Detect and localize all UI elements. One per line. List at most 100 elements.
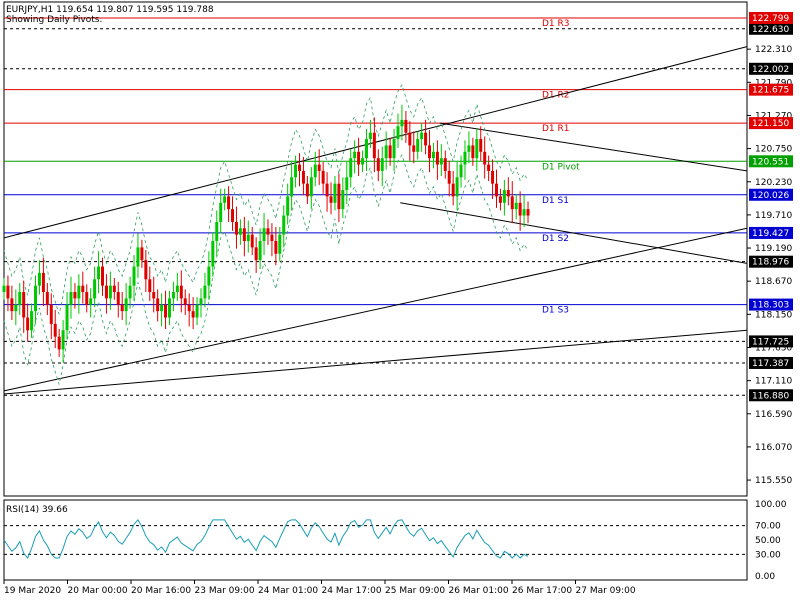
dashed-level-price: 117.725 bbox=[752, 337, 789, 347]
candle-body bbox=[175, 285, 179, 293]
candle-body bbox=[431, 151, 435, 159]
candle-body bbox=[234, 221, 238, 235]
candle-body bbox=[274, 241, 278, 254]
candle-body bbox=[463, 151, 467, 165]
candle-body bbox=[242, 228, 246, 242]
price-axis-label: 115.550 bbox=[755, 476, 792, 486]
dashed-level-price-box bbox=[749, 356, 793, 369]
candle-body bbox=[435, 151, 439, 165]
dashed-level-price: 117.387 bbox=[752, 359, 789, 369]
candle-body bbox=[408, 132, 412, 146]
candle-body bbox=[231, 209, 235, 222]
candle-body bbox=[85, 292, 89, 305]
candle-body bbox=[479, 139, 483, 152]
candle-body bbox=[101, 266, 104, 286]
dashed-level-price-box bbox=[749, 335, 793, 348]
price-axis-label: 116.590 bbox=[755, 410, 792, 420]
price-axis-label: 120.230 bbox=[755, 178, 792, 188]
candle-body bbox=[6, 285, 10, 299]
candle-body bbox=[412, 145, 416, 152]
time-axis-label: 20 Mar 16:00 bbox=[131, 586, 191, 596]
candle-body bbox=[164, 304, 168, 318]
price-axis-label: 120.750 bbox=[755, 145, 792, 155]
candle-body bbox=[368, 132, 372, 140]
candle-body bbox=[250, 234, 254, 248]
candle-body bbox=[18, 292, 22, 305]
pivot-level-label: D1 S3 bbox=[542, 306, 569, 316]
pivot-price: 122.799 bbox=[752, 14, 789, 24]
candle-body bbox=[514, 202, 518, 210]
candle-body bbox=[45, 292, 49, 305]
pivot-price: 121.150 bbox=[752, 119, 789, 129]
candle-body bbox=[321, 170, 325, 184]
trendline bbox=[3, 227, 748, 392]
candle-body bbox=[152, 292, 156, 299]
rsi-axis-label: 50.00 bbox=[755, 536, 781, 546]
candle-body bbox=[258, 241, 262, 261]
candle-body bbox=[345, 177, 349, 191]
candle-body bbox=[108, 285, 112, 299]
rsi-axis-label: 0.00 bbox=[755, 572, 775, 582]
dashed-level-price-box bbox=[749, 22, 793, 35]
candle-body bbox=[104, 285, 108, 299]
candle-body bbox=[329, 196, 333, 203]
candle-body bbox=[37, 272, 41, 286]
candle-body bbox=[317, 164, 321, 171]
candle-body bbox=[396, 126, 400, 140]
candle-body bbox=[195, 304, 199, 318]
candle-body bbox=[471, 145, 475, 159]
candle-body bbox=[420, 132, 424, 140]
candle-body bbox=[219, 202, 223, 222]
candle-body bbox=[495, 183, 498, 197]
candle-body bbox=[211, 241, 215, 267]
candle-body bbox=[475, 139, 479, 159]
candle-body bbox=[26, 317, 30, 331]
candle-body bbox=[254, 247, 258, 261]
dashed-level-price: 122.630 bbox=[752, 25, 789, 35]
candle-body bbox=[491, 170, 495, 184]
candle-body bbox=[380, 158, 384, 171]
pivot-price: 120.551 bbox=[752, 157, 789, 167]
rsi-axis-label: 30.00 bbox=[755, 550, 781, 560]
price-axis-label: 117.630 bbox=[755, 343, 792, 353]
pivot-price-box bbox=[749, 226, 793, 239]
candle-body bbox=[305, 183, 309, 197]
candle-body bbox=[215, 221, 219, 242]
trendline bbox=[3, 329, 748, 395]
candle-body bbox=[286, 196, 290, 216]
pivot-price-box bbox=[749, 188, 793, 201]
candle-body bbox=[199, 298, 203, 305]
dashed-level-price-box bbox=[749, 255, 793, 268]
pivot-level-label: D1 R3 bbox=[542, 19, 570, 29]
candle-body bbox=[69, 292, 73, 305]
time-axis-label: 24 Mar 01:00 bbox=[258, 586, 318, 596]
candle-body bbox=[439, 158, 443, 165]
candle-body bbox=[506, 190, 510, 197]
pivot-price: 118.303 bbox=[752, 301, 789, 311]
candle-body bbox=[124, 298, 128, 312]
candle-body bbox=[376, 158, 380, 171]
candle-body bbox=[207, 266, 211, 286]
candle-body bbox=[2, 285, 6, 293]
candle-body bbox=[89, 298, 93, 305]
candle-body bbox=[416, 139, 420, 152]
candle-body bbox=[73, 292, 77, 299]
candle-body bbox=[116, 292, 120, 305]
candle-body bbox=[132, 266, 136, 286]
candle-body bbox=[136, 247, 140, 267]
candle-body bbox=[227, 196, 231, 210]
price-pane-frame bbox=[3, 1, 748, 497]
candle-body bbox=[518, 202, 522, 216]
pivot-price: 121.675 bbox=[752, 86, 789, 96]
candle-body bbox=[361, 158, 365, 165]
candle-body bbox=[262, 228, 266, 242]
candle-body bbox=[183, 298, 187, 305]
candle-body bbox=[97, 266, 101, 280]
candle-body bbox=[455, 177, 459, 197]
candle-body bbox=[372, 132, 376, 159]
candle-body bbox=[298, 164, 301, 171]
candle-body bbox=[451, 183, 455, 197]
candle-body bbox=[140, 247, 144, 261]
candle-body bbox=[278, 234, 282, 254]
